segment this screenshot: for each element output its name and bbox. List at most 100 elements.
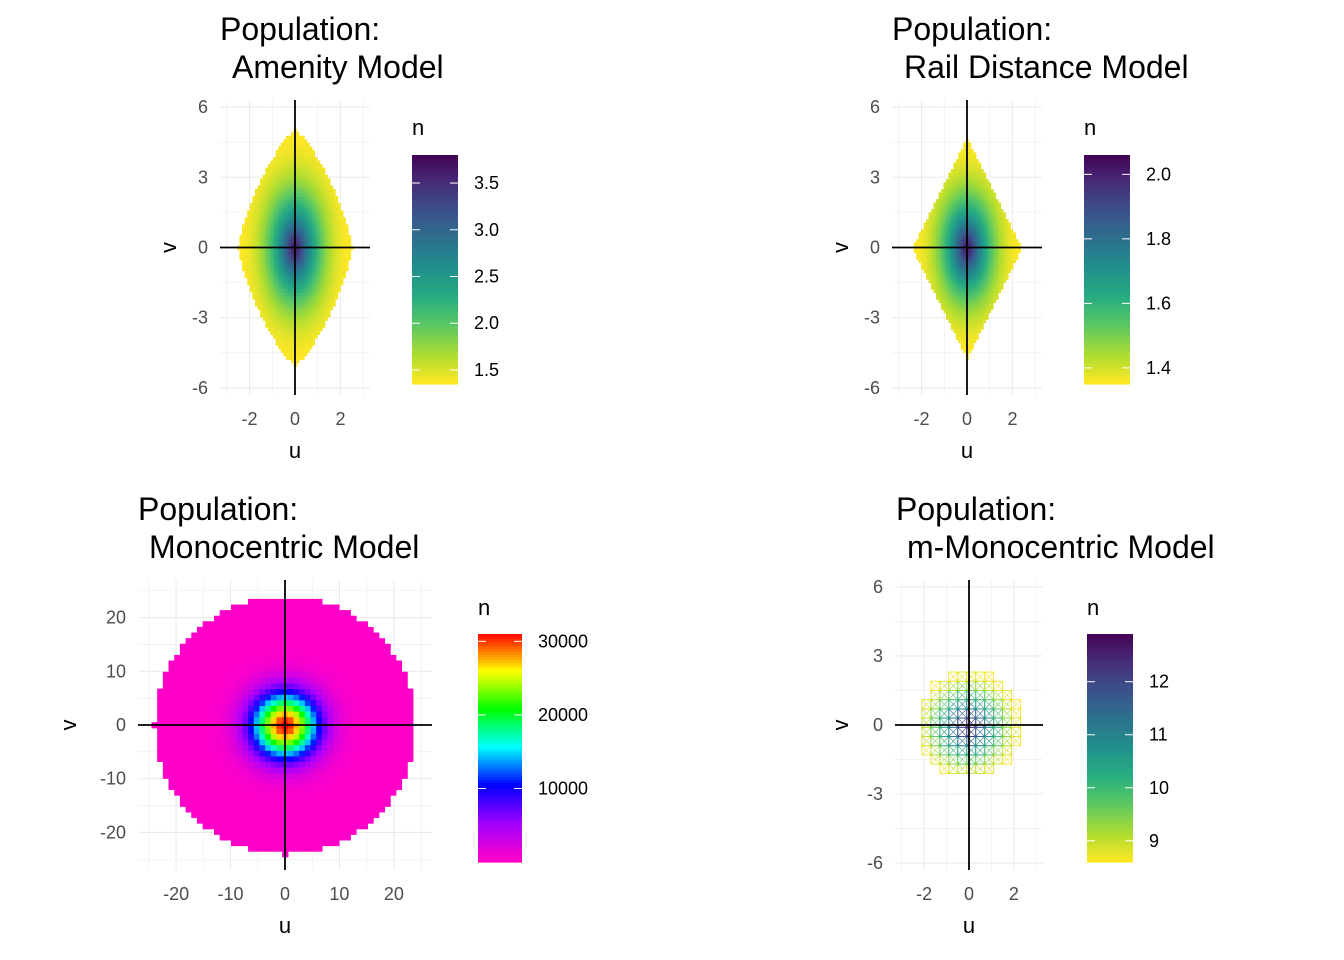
heatmap-cell [350,615,357,622]
heatmap-cell [267,178,272,183]
heatmap-cell [955,165,959,170]
heatmap-cell [983,222,987,227]
heatmap-cell [344,694,351,701]
legend-color-slice [412,263,458,268]
heatmap-cell [185,733,192,740]
heatmap-cell [247,238,251,243]
heatmap-cell [265,185,269,190]
heatmap-cell [275,192,279,197]
heatmap-cell [304,348,308,353]
heatmap-cell [293,638,300,645]
heatmap-cell [1012,252,1016,257]
heatmap-cell [288,146,292,151]
heatmap-cell [259,710,266,718]
heatmap-cell [938,299,942,304]
legend-color-slice [1084,335,1130,339]
heatmap-cell [196,755,204,763]
heatmap-cell [275,181,279,187]
heatmap-cell [319,220,323,226]
heatmap-cell [945,292,950,297]
heatmap-cell [350,761,357,768]
heatmap-cell [975,185,979,190]
heatmap-cell [1005,265,1009,270]
heatmap-cell [257,306,261,311]
heatmap-cell [276,671,283,678]
heatmap-cell [975,209,979,214]
heatmap-cell [306,323,310,328]
heatmap-cell [973,249,977,254]
heatmap-cell [291,270,295,275]
heatmap-cell [338,772,346,779]
heatmap-cell [970,309,974,314]
heatmap-cell [955,279,959,284]
heatmap-cell [970,219,974,224]
heatmap-cell [202,806,209,813]
heatmap-cell [990,289,994,294]
heatmap-cell [242,823,249,830]
heatmap-cell [975,299,979,304]
heatmap-cell [985,179,989,184]
heatmap-cell [975,319,979,324]
heatmap-cell [273,157,277,162]
heatmap-cell [988,269,992,274]
heatmap-cell [319,231,323,236]
heatmap-cell [327,800,334,807]
heatmap-cell [270,249,274,254]
heatmap-cell [968,292,972,297]
heatmap-cell [252,274,256,279]
heatmap-cell [978,265,982,270]
heatmap-cell [997,235,1002,240]
heatmap-cell [329,306,334,311]
heatmap-cell [356,800,363,807]
heatmap-cell [970,159,974,164]
heatmap-cell [304,188,308,194]
heatmap-cell [975,289,979,294]
heatmap-cell [248,733,255,740]
heatmap-cell [344,739,351,746]
heatmap-cell [287,610,295,617]
heatmap-cell [287,772,295,779]
heatmap-cell [960,242,964,247]
heatmap-cell [231,839,238,847]
heatmap-cell [259,811,266,819]
heatmap-cell [275,235,279,240]
heatmap-cell [995,252,999,257]
heatmap-cell [955,235,959,240]
heatmap-cell [968,182,972,187]
heatmap-cell [936,212,940,217]
heatmap-cell [938,262,942,267]
heatmap-cell [299,677,306,684]
heatmap-cell [921,232,925,237]
heatmap-cell [304,643,312,650]
heatmap-cell [252,227,256,233]
heatmap-cell [309,288,313,293]
heatmap-cell [955,259,959,264]
heatmap-cell [219,710,226,718]
heatmap-cell [311,220,315,226]
heatmap-cell [304,153,308,158]
heatmap-cell [955,319,959,324]
heatmap-cell [276,761,283,768]
heatmap-cell [990,302,994,307]
heatmap-cell [978,272,982,277]
heatmap-cell [960,272,964,277]
heatmap-cell [327,206,331,211]
heatmap-cell [291,263,295,268]
heatmap-cell [1005,225,1009,230]
heatmap-cell [983,192,987,197]
heatmap-cell [955,332,959,337]
heatmap-cell [301,298,305,304]
heatmap-cell [361,649,368,656]
legend-colorbar [412,155,458,385]
heatmap-cell [257,199,261,204]
heatmap-cell [983,269,987,274]
heatmap-cell [997,269,1002,274]
heatmap-cell [208,682,215,690]
heatmap-cell [311,174,315,179]
heatmap-cell [273,267,277,272]
heatmap-cell [958,172,962,177]
legend-color-slice [412,283,458,288]
heatmap-cell [283,164,287,169]
legend-color-slice [412,278,458,282]
legend-color-slice [1084,206,1130,210]
